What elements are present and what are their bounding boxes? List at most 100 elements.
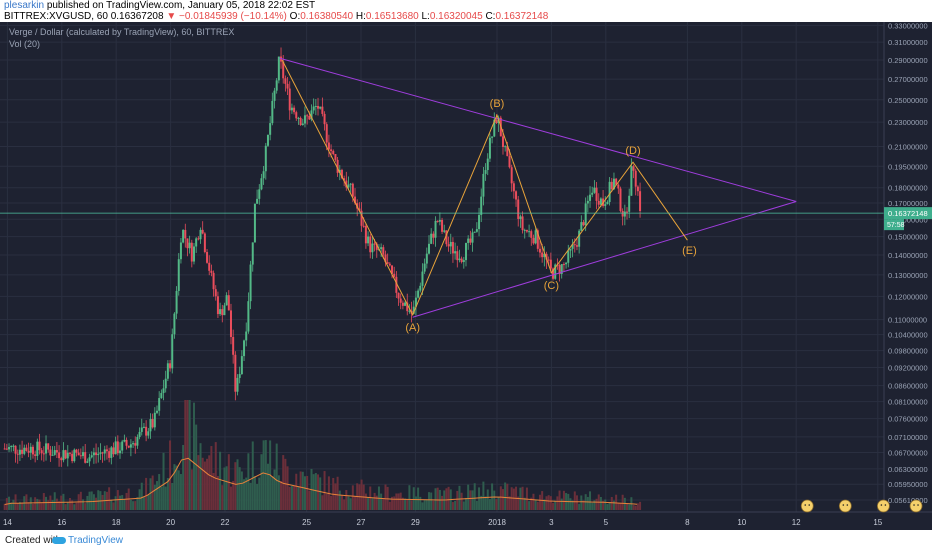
volume-bar: [369, 486, 372, 510]
author-link[interactable]: plesarkin: [4, 0, 45, 11]
candle-body: [73, 449, 76, 462]
candle-body: [425, 253, 428, 264]
time-tick-label: 2018: [488, 518, 506, 527]
candle-body: [269, 123, 272, 135]
price-tick-label: 0.27000000: [888, 75, 928, 84]
price-tick-label: 0.06300000: [888, 465, 928, 474]
candle-body: [129, 444, 132, 448]
candle-body: [478, 214, 481, 230]
triangle-upper-line[interactable]: [279, 57, 797, 202]
price-tick-label: 0.08100000: [888, 398, 928, 407]
volume-bar: [214, 442, 217, 510]
candle-body: [360, 210, 363, 226]
candle-body: [114, 441, 117, 455]
candle-body: [438, 219, 441, 222]
time-tick-label: 22: [221, 518, 230, 527]
candle-body: [636, 186, 639, 192]
current-price-tag: [884, 207, 932, 220]
candle-body: [317, 105, 320, 109]
volume-bar: [243, 479, 246, 510]
volume-bar: [441, 495, 444, 510]
volume-bar: [297, 486, 300, 510]
volume-bar: [343, 499, 346, 510]
candle-body: [395, 276, 398, 293]
candle-body: [21, 449, 24, 454]
volume-bar: [260, 454, 263, 510]
candle-body: [523, 229, 526, 231]
candle-body: [371, 243, 374, 253]
price-chart[interactable]: (A) (B) (C) (D) (E) 0.33000000 0.31000000 0.29…: [0, 21, 932, 530]
candle-body: [97, 453, 100, 456]
candle-body: [132, 443, 135, 445]
volume-bar: [149, 478, 152, 510]
candle-body: [164, 378, 167, 389]
candle-body: [49, 449, 52, 456]
candle-body: [460, 258, 463, 263]
time-tick-label: 8: [685, 518, 690, 527]
volume-bar: [234, 462, 237, 510]
candle-body: [147, 431, 150, 436]
candle-body: [386, 262, 389, 264]
ohlc-line: BITTREX:XVGUSD, 60 0.16367208 ▼ −0.01845…: [4, 11, 548, 22]
candle-body: [184, 229, 187, 239]
price-tick-label: 0.05950000: [888, 480, 928, 489]
volume-bar: [86, 495, 89, 510]
volume-bar: [393, 496, 396, 510]
candle-body: [414, 297, 417, 307]
candle-body: [343, 178, 346, 181]
event-emoji-icon[interactable]: [838, 499, 852, 513]
candle-body: [195, 238, 198, 247]
volume-bar: [271, 476, 274, 510]
volume-bar: [434, 488, 437, 510]
elliott-wave-path[interactable]: [281, 59, 688, 317]
price-axis[interactable]: 0.33000000 0.31000000 0.29000000 0.27000000…: [883, 21, 932, 512]
candle-body: [354, 196, 357, 204]
chart-panel[interactable]: (A) (B) (C) (D) (E) 0.33000000 0.31000000 0.29…: [0, 21, 932, 530]
triangle-lower-line[interactable]: [412, 201, 797, 318]
volume-bar: [462, 501, 465, 510]
event-markers[interactable]: [800, 499, 932, 513]
candle-body: [421, 271, 424, 286]
volume-bar: [42, 493, 45, 510]
last-price: 0.16367208: [110, 11, 164, 22]
volume-bar: [134, 501, 137, 510]
volume-bar: [456, 490, 459, 510]
volume-bar: [206, 458, 209, 510]
candle-body: [336, 159, 339, 173]
candle-body: [358, 208, 361, 211]
candle-body: [565, 262, 568, 265]
candle-body: [562, 264, 565, 266]
candle-body: [332, 150, 335, 154]
volume-bar: [382, 498, 385, 510]
volume-bar: [245, 477, 248, 510]
drawings[interactable]: (A) (B) (C) (D) (E): [0, 57, 884, 334]
volume-bar: [236, 459, 239, 510]
candle-body: [312, 106, 315, 111]
candle-body: [119, 450, 122, 454]
volume-bar: [425, 499, 428, 510]
time-tick-label: 16: [57, 518, 66, 527]
candle-body: [212, 272, 215, 290]
open-label: O:: [289, 11, 301, 22]
volume-bar: [199, 443, 202, 510]
candle-body: [112, 447, 115, 455]
candle-body: [18, 449, 21, 455]
volume-bar: [97, 490, 100, 510]
candle-body: [68, 452, 71, 454]
candle-body: [447, 244, 450, 247]
candle-body: [382, 247, 385, 255]
candle-body: [90, 455, 93, 458]
event-emoji-icon[interactable]: [877, 499, 890, 513]
event-emoji-icon[interactable]: [800, 499, 814, 513]
tradingview-brand[interactable]: TradingView: [68, 535, 124, 546]
event-emoji-icon[interactable]: [909, 499, 923, 513]
volume-bar: [203, 461, 206, 510]
candle-body: [408, 310, 411, 312]
candle-body: [121, 441, 124, 451]
candle-body: [34, 454, 37, 456]
volume-bar: [547, 495, 550, 510]
volume-bar: [232, 480, 235, 510]
candle-body: [362, 225, 365, 227]
candle-body: [264, 145, 267, 172]
time-axis[interactable]: 14 16 18 20 22 25 27 29 2018 3 5 8 10 12 15: [0, 511, 932, 530]
